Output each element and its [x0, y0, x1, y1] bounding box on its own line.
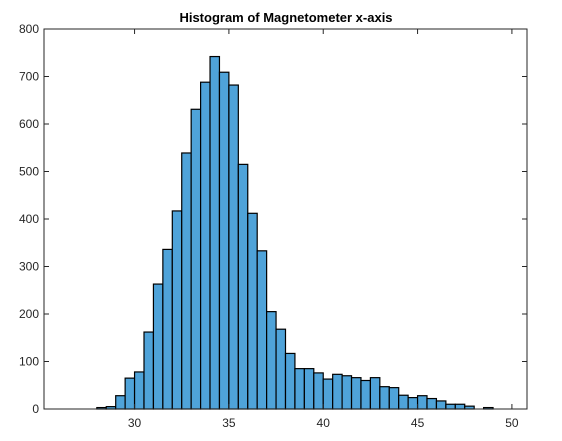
histogram-bar — [228, 84, 239, 410]
histogram-bar — [181, 152, 192, 410]
histogram-bar — [152, 283, 164, 410]
histogram-bar — [200, 81, 211, 410]
y-tick-label: 800 — [19, 22, 39, 36]
histogram-bar — [284, 352, 296, 410]
histogram-bar — [171, 210, 183, 410]
histogram-bar — [124, 377, 136, 410]
x-tick-label: 45 — [411, 416, 425, 430]
histogram-bar — [454, 403, 466, 410]
y-axis-ticks: 0 100 200 300 400 500 600 700 800 — [19, 22, 527, 416]
y-tick-label: 200 — [19, 307, 39, 321]
y-tick-label: 300 — [19, 260, 39, 274]
histogram-bar — [143, 331, 155, 410]
x-tick-label: 35 — [222, 416, 236, 430]
histogram-bar — [407, 397, 419, 410]
histogram-bar — [379, 386, 390, 410]
histogram-bar — [256, 250, 268, 410]
histogram-bar — [218, 71, 230, 410]
histogram-bar — [341, 375, 353, 410]
histogram-bar — [360, 379, 372, 410]
histogram-bar — [322, 378, 334, 410]
histogram-bar — [416, 395, 428, 410]
x-tick-label: 40 — [317, 416, 331, 430]
y-tick-label: 700 — [19, 70, 39, 84]
y-tick-label: 100 — [19, 355, 39, 369]
histogram-bar — [275, 328, 287, 410]
histogram-bar — [162, 248, 173, 410]
x-tick-label: 30 — [128, 416, 142, 430]
chart-title: Histogram of Magnetometer x-axis — [179, 10, 392, 25]
histogram-bar — [209, 55, 221, 410]
histogram-bar — [133, 371, 145, 410]
histogram-bar — [237, 163, 249, 410]
histogram-bar — [350, 377, 362, 410]
histogram-bar — [115, 395, 126, 410]
histogram-bar — [303, 368, 315, 410]
y-tick-label: 0 — [32, 402, 39, 416]
histogram-bar — [313, 372, 324, 410]
histogram-bar — [369, 377, 381, 410]
histogram-bar — [445, 403, 456, 410]
y-tick-label: 600 — [19, 117, 39, 131]
histogram-bar — [426, 397, 438, 410]
histogram-bar — [247, 212, 258, 410]
x-axis-ticks: 30 35 40 45 50 — [128, 29, 519, 430]
bar-series — [96, 55, 494, 410]
y-tick-label: 400 — [19, 212, 39, 226]
histogram-bar — [266, 311, 277, 410]
y-tick-label: 500 — [19, 165, 39, 179]
histogram-bar — [388, 387, 400, 410]
histogram-bar — [398, 394, 409, 410]
histogram-bar — [190, 108, 202, 410]
x-tick-label: 50 — [505, 416, 519, 430]
histogram-bar — [435, 400, 447, 410]
histogram-bar — [294, 368, 305, 410]
histogram-bar — [332, 373, 343, 410]
